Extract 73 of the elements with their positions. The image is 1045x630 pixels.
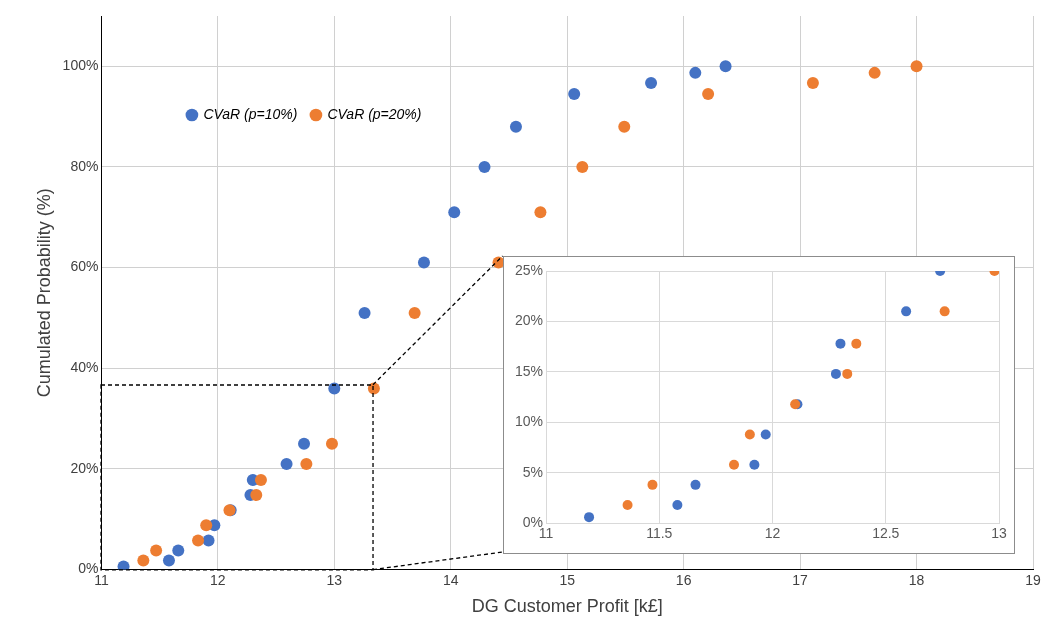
- point: [744, 429, 755, 440]
- y-tick-label: 5%: [522, 463, 544, 480]
- point: [300, 457, 313, 470]
- point: [192, 534, 205, 547]
- x-tick-label: 12: [764, 525, 781, 542]
- y-tick-label: 80%: [70, 157, 99, 174]
- y-tick-label: 40%: [70, 359, 99, 376]
- point: [760, 429, 771, 440]
- point: [830, 368, 841, 379]
- x-tick-label: 12.5: [872, 525, 900, 542]
- point: [325, 437, 338, 450]
- y-tick-label: 15%: [514, 362, 544, 379]
- point: [851, 338, 862, 349]
- point: [534, 206, 547, 219]
- legend-label: CVaR (p=10%): [203, 105, 298, 122]
- x-tick-label: 14: [442, 571, 459, 588]
- point: [939, 306, 950, 317]
- point: [702, 88, 715, 101]
- point: [202, 534, 215, 547]
- point: [162, 554, 175, 567]
- point: [618, 120, 631, 133]
- y-tick-label: 100%: [62, 57, 99, 74]
- point: [901, 306, 912, 317]
- point: [842, 368, 853, 379]
- point: [417, 256, 430, 269]
- point: [117, 560, 130, 570]
- point: [835, 338, 846, 349]
- y-tick-label: 20%: [70, 459, 99, 476]
- y-axis-title: Cumulated Probability (%): [33, 188, 54, 398]
- point: [328, 382, 341, 395]
- point: [280, 457, 293, 470]
- point: [137, 554, 150, 567]
- legend-label: CVaR (p=20%): [327, 105, 422, 122]
- x-tick-label: 15: [559, 571, 576, 588]
- point: [647, 479, 658, 490]
- point: [250, 489, 263, 502]
- x-tick-label: 17: [792, 571, 809, 588]
- point: [749, 459, 760, 470]
- point: [806, 76, 819, 89]
- point: [645, 76, 658, 89]
- point: [689, 66, 702, 79]
- point: [200, 519, 213, 532]
- point: [584, 512, 595, 523]
- point: [448, 206, 461, 219]
- y-tick-label: 25%: [514, 261, 544, 278]
- x-tick-label: 13: [326, 571, 343, 588]
- point: [910, 60, 923, 73]
- point: [568, 88, 581, 101]
- x-tick-label: 18: [908, 571, 925, 588]
- point: [509, 120, 522, 133]
- point: [298, 437, 311, 450]
- x-tick-label: 12: [210, 571, 226, 588]
- point: [622, 500, 633, 511]
- x-tick-label: 13: [991, 525, 1007, 542]
- point: [254, 474, 267, 487]
- point: [150, 544, 163, 557]
- x-tick-label: 16: [675, 571, 692, 588]
- point: [358, 306, 371, 319]
- x-tick-label: 19: [1025, 571, 1041, 588]
- x-tick-label: 11.5: [646, 525, 673, 542]
- y-tick-label: 10%: [514, 413, 544, 430]
- point: [690, 479, 701, 490]
- point: [672, 500, 683, 511]
- point: [719, 60, 732, 73]
- point: [576, 160, 589, 173]
- point: [408, 306, 421, 319]
- point: [172, 544, 185, 557]
- x-axis-title: DG Customer Profit [k£]: [471, 596, 663, 617]
- point: [868, 66, 881, 79]
- point: [729, 459, 740, 470]
- y-tick-label: 60%: [70, 258, 99, 275]
- y-tick-label: 20%: [514, 312, 544, 329]
- point: [478, 160, 491, 173]
